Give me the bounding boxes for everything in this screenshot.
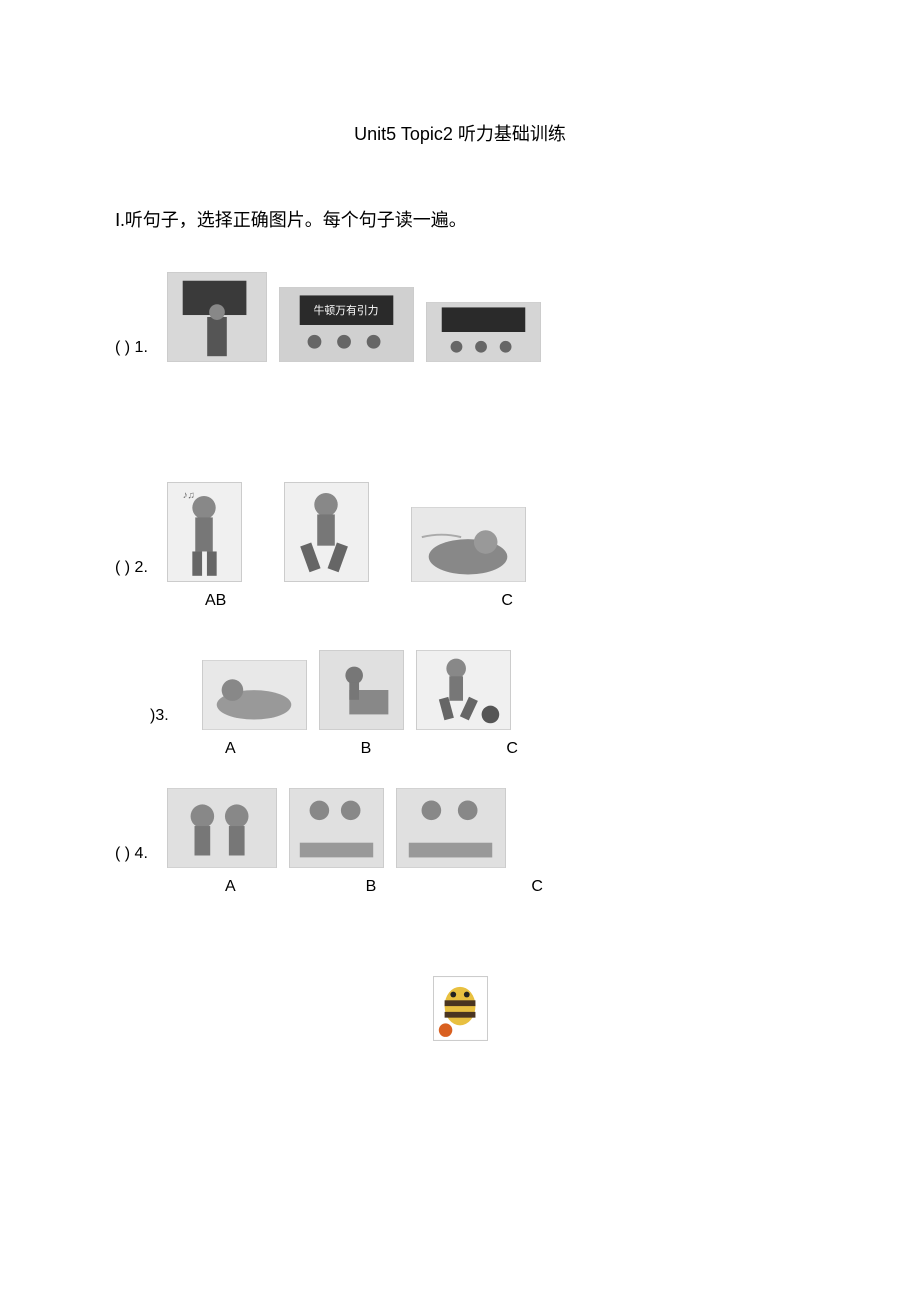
page-title: Unit5 Topic2 听力基础训练 <box>115 120 805 146</box>
question-4-label: ( ) 4. <box>115 845 155 868</box>
question-5-row <box>115 976 805 1041</box>
question-4-image-a <box>167 788 277 868</box>
question-1-image-c <box>426 302 541 362</box>
question-2-image-b <box>284 482 369 582</box>
question-4-image-c <box>396 788 506 868</box>
question-4-row: ( ) 4. <box>115 788 805 868</box>
question-3-options: A B C <box>225 740 805 758</box>
question-3-label: )3. <box>150 707 190 730</box>
question-2-options: AB C <box>205 592 805 610</box>
option-3-a: A <box>225 740 236 758</box>
question-5-image-a <box>433 976 488 1041</box>
svg-text:牛顿万有引力: 牛顿万有引力 <box>314 303 379 317</box>
option-4-c: C <box>531 878 543 896</box>
question-1-label: ( ) 1. <box>115 339 155 362</box>
option-2-ab: AB <box>205 592 226 610</box>
question-2-label: ( ) 2. <box>115 559 155 582</box>
question-2-image-a: ♪♫ <box>167 482 242 582</box>
option-3-b: B <box>361 740 372 758</box>
question-4-image-b <box>289 788 384 868</box>
svg-text:♪♫: ♪♫ <box>183 490 195 501</box>
question-4-options: A B C <box>225 878 805 896</box>
question-1-image-b: 牛顿万有引力 <box>279 287 414 362</box>
option-2-c: C <box>501 592 513 610</box>
question-1-row: ( ) 1. 牛顿万有引力 <box>115 272 805 362</box>
option-3-c: C <box>506 740 518 758</box>
question-3-row: )3. <box>115 650 805 730</box>
question-3-image-b <box>319 650 404 730</box>
question-2-image-c <box>411 507 526 582</box>
section-instruction: Ⅰ.听句子，选择正确图片。每个句子读一遍。 <box>115 206 805 232</box>
question-3-image-c <box>416 650 511 730</box>
option-4-b: B <box>366 878 377 896</box>
question-1-image-a <box>167 272 267 362</box>
question-2-row: ( ) 2. ♪♫ <box>115 482 805 582</box>
question-3-image-a <box>202 660 307 730</box>
option-4-a: A <box>225 878 236 896</box>
